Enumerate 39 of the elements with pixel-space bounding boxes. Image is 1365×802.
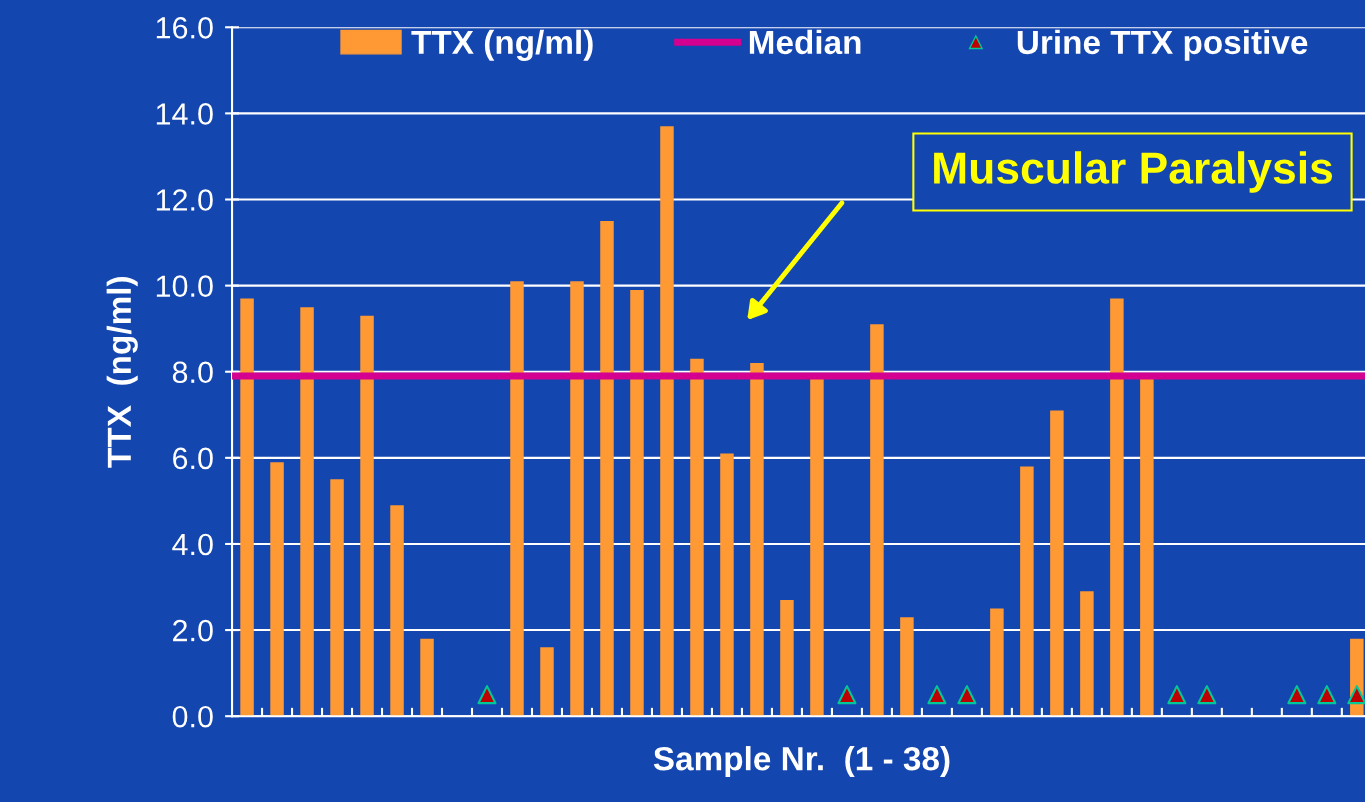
y-tick-label: 0.0: [172, 705, 213, 728]
y-tick-label: 10.0: [156, 275, 213, 297]
bar: [900, 617, 914, 717]
x-axis-title: Sample Nr. (1 - 38): [653, 746, 950, 778]
bar: [540, 647, 554, 717]
bar: [270, 462, 284, 717]
bar: [870, 324, 884, 717]
bar: [630, 289, 644, 717]
y-tick-label: 4.0: [172, 533, 213, 556]
bar: [330, 479, 344, 717]
bar: [240, 298, 254, 717]
y-tick-label: 8.0: [172, 361, 213, 384]
bar: [1020, 466, 1034, 717]
bar: [1050, 410, 1064, 717]
annotation: Muscular Paralysis: [934, 151, 1333, 193]
y-tick-label: 12.0: [156, 189, 213, 211]
bar: [360, 315, 374, 717]
bar: [780, 599, 794, 717]
bar: [390, 505, 404, 717]
bar: [660, 126, 674, 717]
bar: [750, 363, 764, 717]
bar: [420, 638, 434, 717]
y-tick-label: 6.0: [173, 447, 213, 470]
y-tick-label: 2.0: [173, 619, 213, 642]
y-tick-label: 16.0: [156, 17, 213, 39]
bar: [990, 608, 1004, 717]
y-axis-title: TTX (ng/ml): [106, 277, 138, 468]
bar: [570, 281, 584, 717]
legend-label: TTX (ng/ml): [411, 29, 593, 61]
bar: [720, 453, 734, 717]
legend-label: Urine TTX positive: [1017, 29, 1308, 61]
bar: [510, 281, 524, 717]
bar: [690, 358, 704, 717]
bar: [1080, 591, 1094, 717]
bar: [1110, 298, 1124, 717]
legend-label: Median: [749, 29, 861, 55]
bar: [300, 307, 314, 717]
y-tick-label: 14.0: [156, 103, 213, 125]
bar: [600, 221, 614, 717]
